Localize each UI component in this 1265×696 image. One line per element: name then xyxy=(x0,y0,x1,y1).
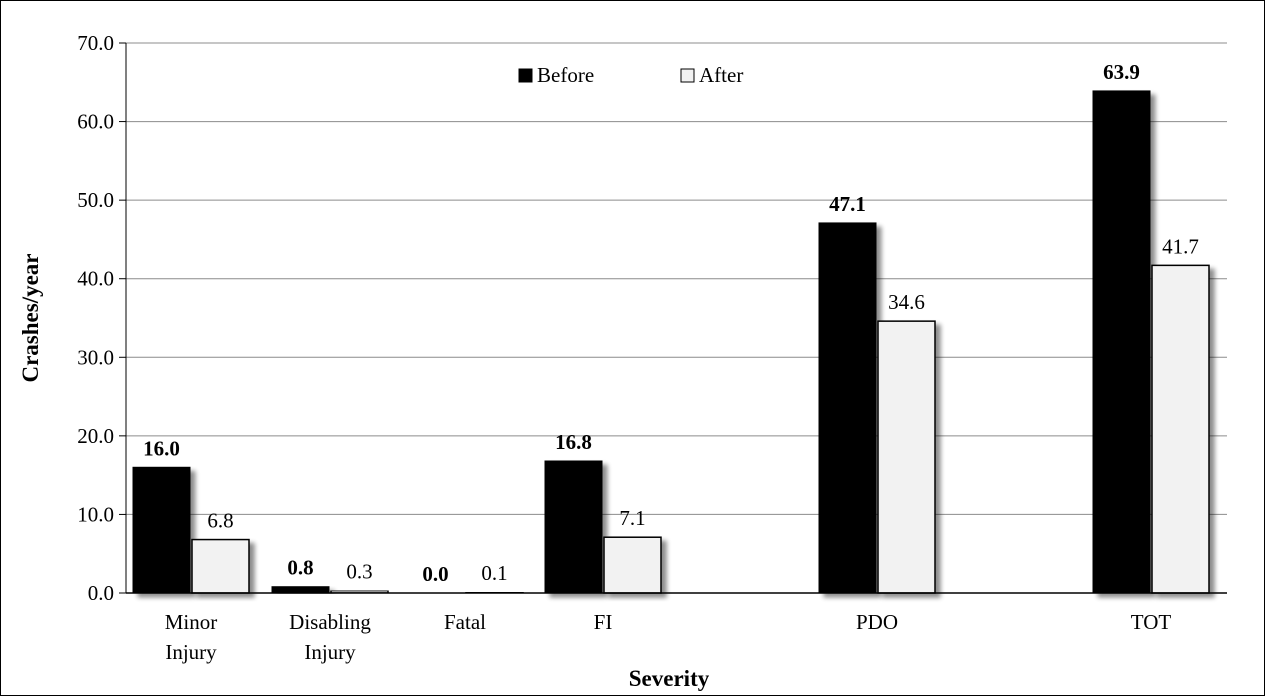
x-category-label: Injury xyxy=(304,640,356,664)
y-tick-label: 70.0 xyxy=(77,31,114,55)
bar-before xyxy=(544,460,603,594)
x-axis: Minor Injury Disabling Injury Fatal FI PDO TOT xyxy=(126,592,1227,664)
data-label-after: 41.7 xyxy=(1162,234,1199,258)
data-label-after: 0.1 xyxy=(481,561,507,585)
bar-before xyxy=(818,222,877,594)
y-tick-label: 20.0 xyxy=(77,424,114,448)
bar-after xyxy=(191,538,250,594)
x-category-label: FI xyxy=(594,610,613,634)
data-label-before: 47.1 xyxy=(829,192,866,216)
bar-before xyxy=(132,466,191,594)
legend-label-after: After xyxy=(699,63,743,87)
x-axis-title: Severity xyxy=(629,666,710,691)
data-label-before: 16.8 xyxy=(555,430,592,454)
x-category-label: Fatal xyxy=(444,610,486,634)
x-category-label: Injury xyxy=(165,640,217,664)
y-tick-label: 30.0 xyxy=(77,345,114,369)
gridlines xyxy=(126,42,1227,515)
x-category-label: Minor xyxy=(165,610,218,634)
y-tick-label: 40.0 xyxy=(77,267,114,291)
data-label-after: 0.3 xyxy=(346,560,372,584)
data-label-after: 34.6 xyxy=(888,290,925,314)
data-label-before: 63.9 xyxy=(1103,60,1140,84)
bar-before xyxy=(1092,90,1151,594)
bar-after xyxy=(1151,264,1210,594)
y-tick-label: 60.0 xyxy=(77,110,114,134)
x-category-label: TOT xyxy=(1131,610,1172,634)
legend-label-before: Before xyxy=(537,63,594,87)
data-label-before: 16.0 xyxy=(143,436,180,460)
y-tick-label: 50.0 xyxy=(77,188,114,212)
legend-swatch-after xyxy=(680,68,695,83)
x-category-label: PDO xyxy=(856,610,898,634)
bar-before xyxy=(271,586,330,594)
y-tick-label: 10.0 xyxy=(77,502,114,526)
legend-swatch-before xyxy=(518,68,533,83)
y-axis-title: Crashes/year xyxy=(18,253,43,382)
y-tick-label: 0.0 xyxy=(88,581,114,605)
data-label-before: 0.0 xyxy=(422,562,448,586)
bars: 16.0 0.8 0.0 16.8 47.1 63.9 6.8 0.3 0.1 7.1 34.6 41… xyxy=(132,60,1210,594)
bar-after xyxy=(603,536,662,594)
bar-after xyxy=(877,320,936,594)
legend: Before After xyxy=(518,63,743,87)
y-axis: 0.0 10.0 20.0 30.0 40.0 50.0 60.0 70.0 xyxy=(77,31,127,605)
data-label-after: 7.1 xyxy=(619,506,645,530)
data-label-after: 6.8 xyxy=(207,509,233,533)
x-category-label: Disabling xyxy=(289,610,371,634)
data-label-before: 0.8 xyxy=(287,556,313,580)
